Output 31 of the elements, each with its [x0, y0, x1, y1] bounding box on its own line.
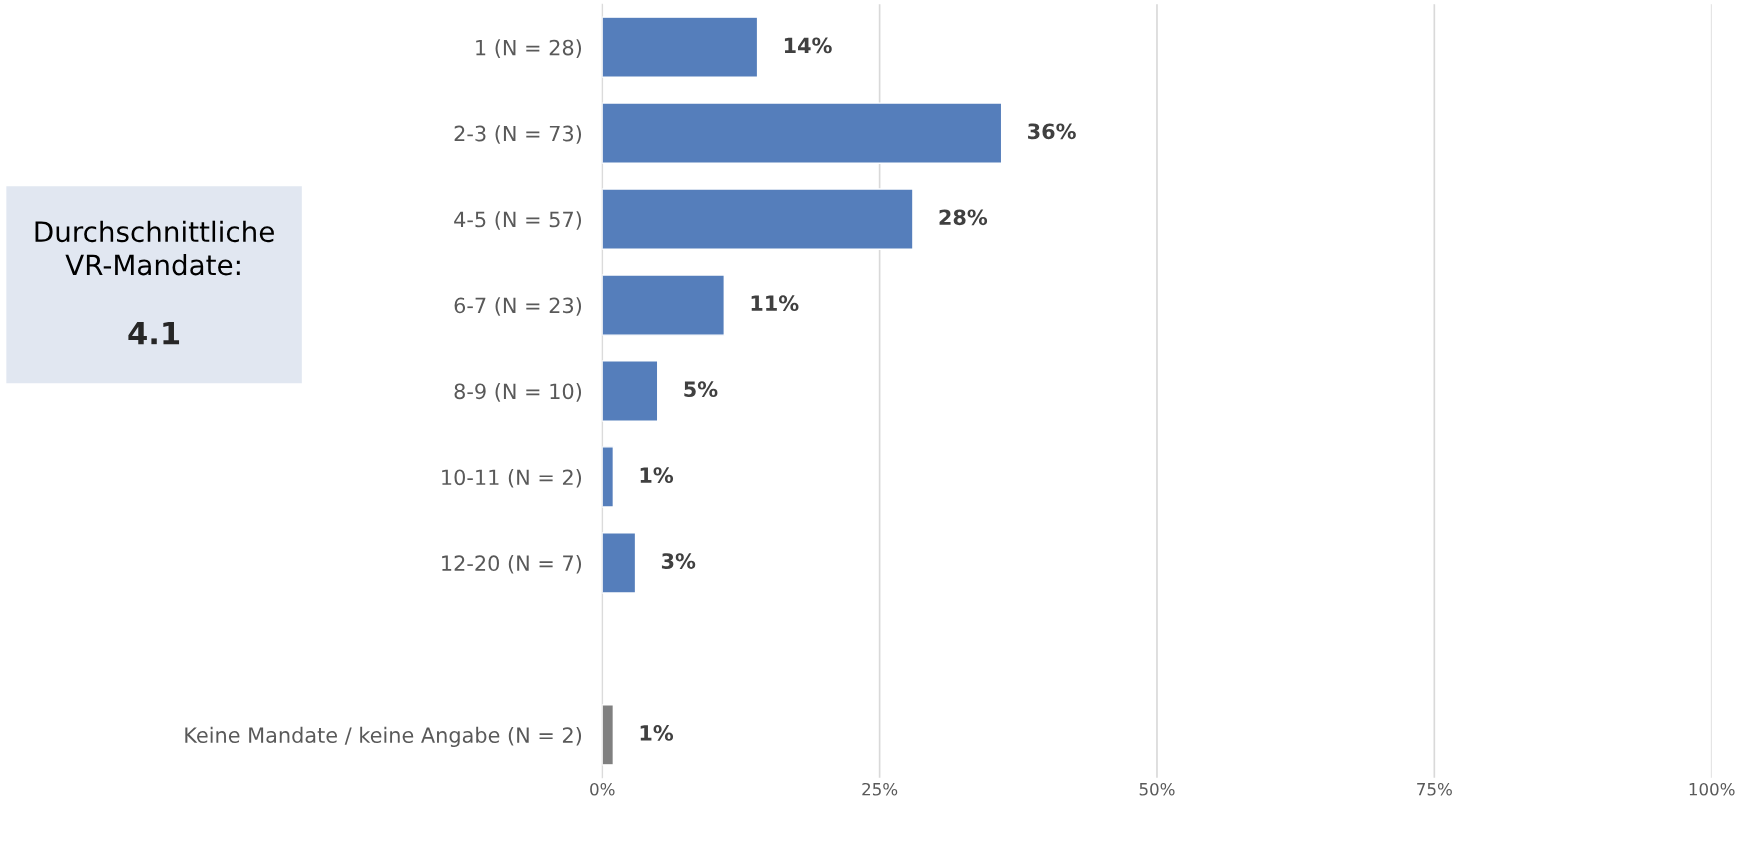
- y-tick-label: 2-3 (N = 73): [454, 125, 582, 144]
- x-tick-label: 50%: [1139, 782, 1175, 796]
- x-tick-label: 100%: [1689, 782, 1735, 796]
- bar: [602, 704, 615, 766]
- y-tick-label: 1 (N = 28): [476, 39, 582, 58]
- x-tick-label: 75%: [1417, 782, 1452, 796]
- text: Durchschnittliche VR-Mandate:: [35, 220, 274, 276]
- bar: [602, 532, 637, 594]
- y-tick-label: 12-20 (N = 7): [442, 555, 582, 574]
- y-tick-label: 6-7 (N = 23): [454, 297, 582, 316]
- y-tick-label: 8-9 (N = 10): [454, 383, 582, 402]
- text: 4.1: [128, 321, 180, 345]
- bar: [602, 274, 725, 336]
- data-label: 11%: [751, 295, 799, 312]
- bar: [602, 360, 659, 422]
- bar: [602, 188, 914, 250]
- data-label: 28%: [939, 209, 988, 226]
- data-label: 3%: [661, 553, 696, 569]
- data-label: 1%: [640, 467, 674, 483]
- y-tick-label: 4-5 (N = 57): [454, 211, 582, 230]
- bar: [602, 446, 615, 508]
- y-tick-label: Keine Mandate / keine Angabe (N = 2): [185, 726, 582, 748]
- bar: [602, 102, 1003, 164]
- data-label: 36%: [1028, 123, 1076, 140]
- data-label: 5%: [684, 381, 718, 398]
- x-tick-label: 25%: [862, 782, 898, 796]
- bar: [602, 16, 759, 78]
- data-label: 1%: [640, 725, 674, 741]
- x-tick-label: 0%: [590, 782, 615, 796]
- data-label: 14%: [784, 37, 832, 54]
- y-tick-label: 10-11 (N = 2): [442, 469, 582, 488]
